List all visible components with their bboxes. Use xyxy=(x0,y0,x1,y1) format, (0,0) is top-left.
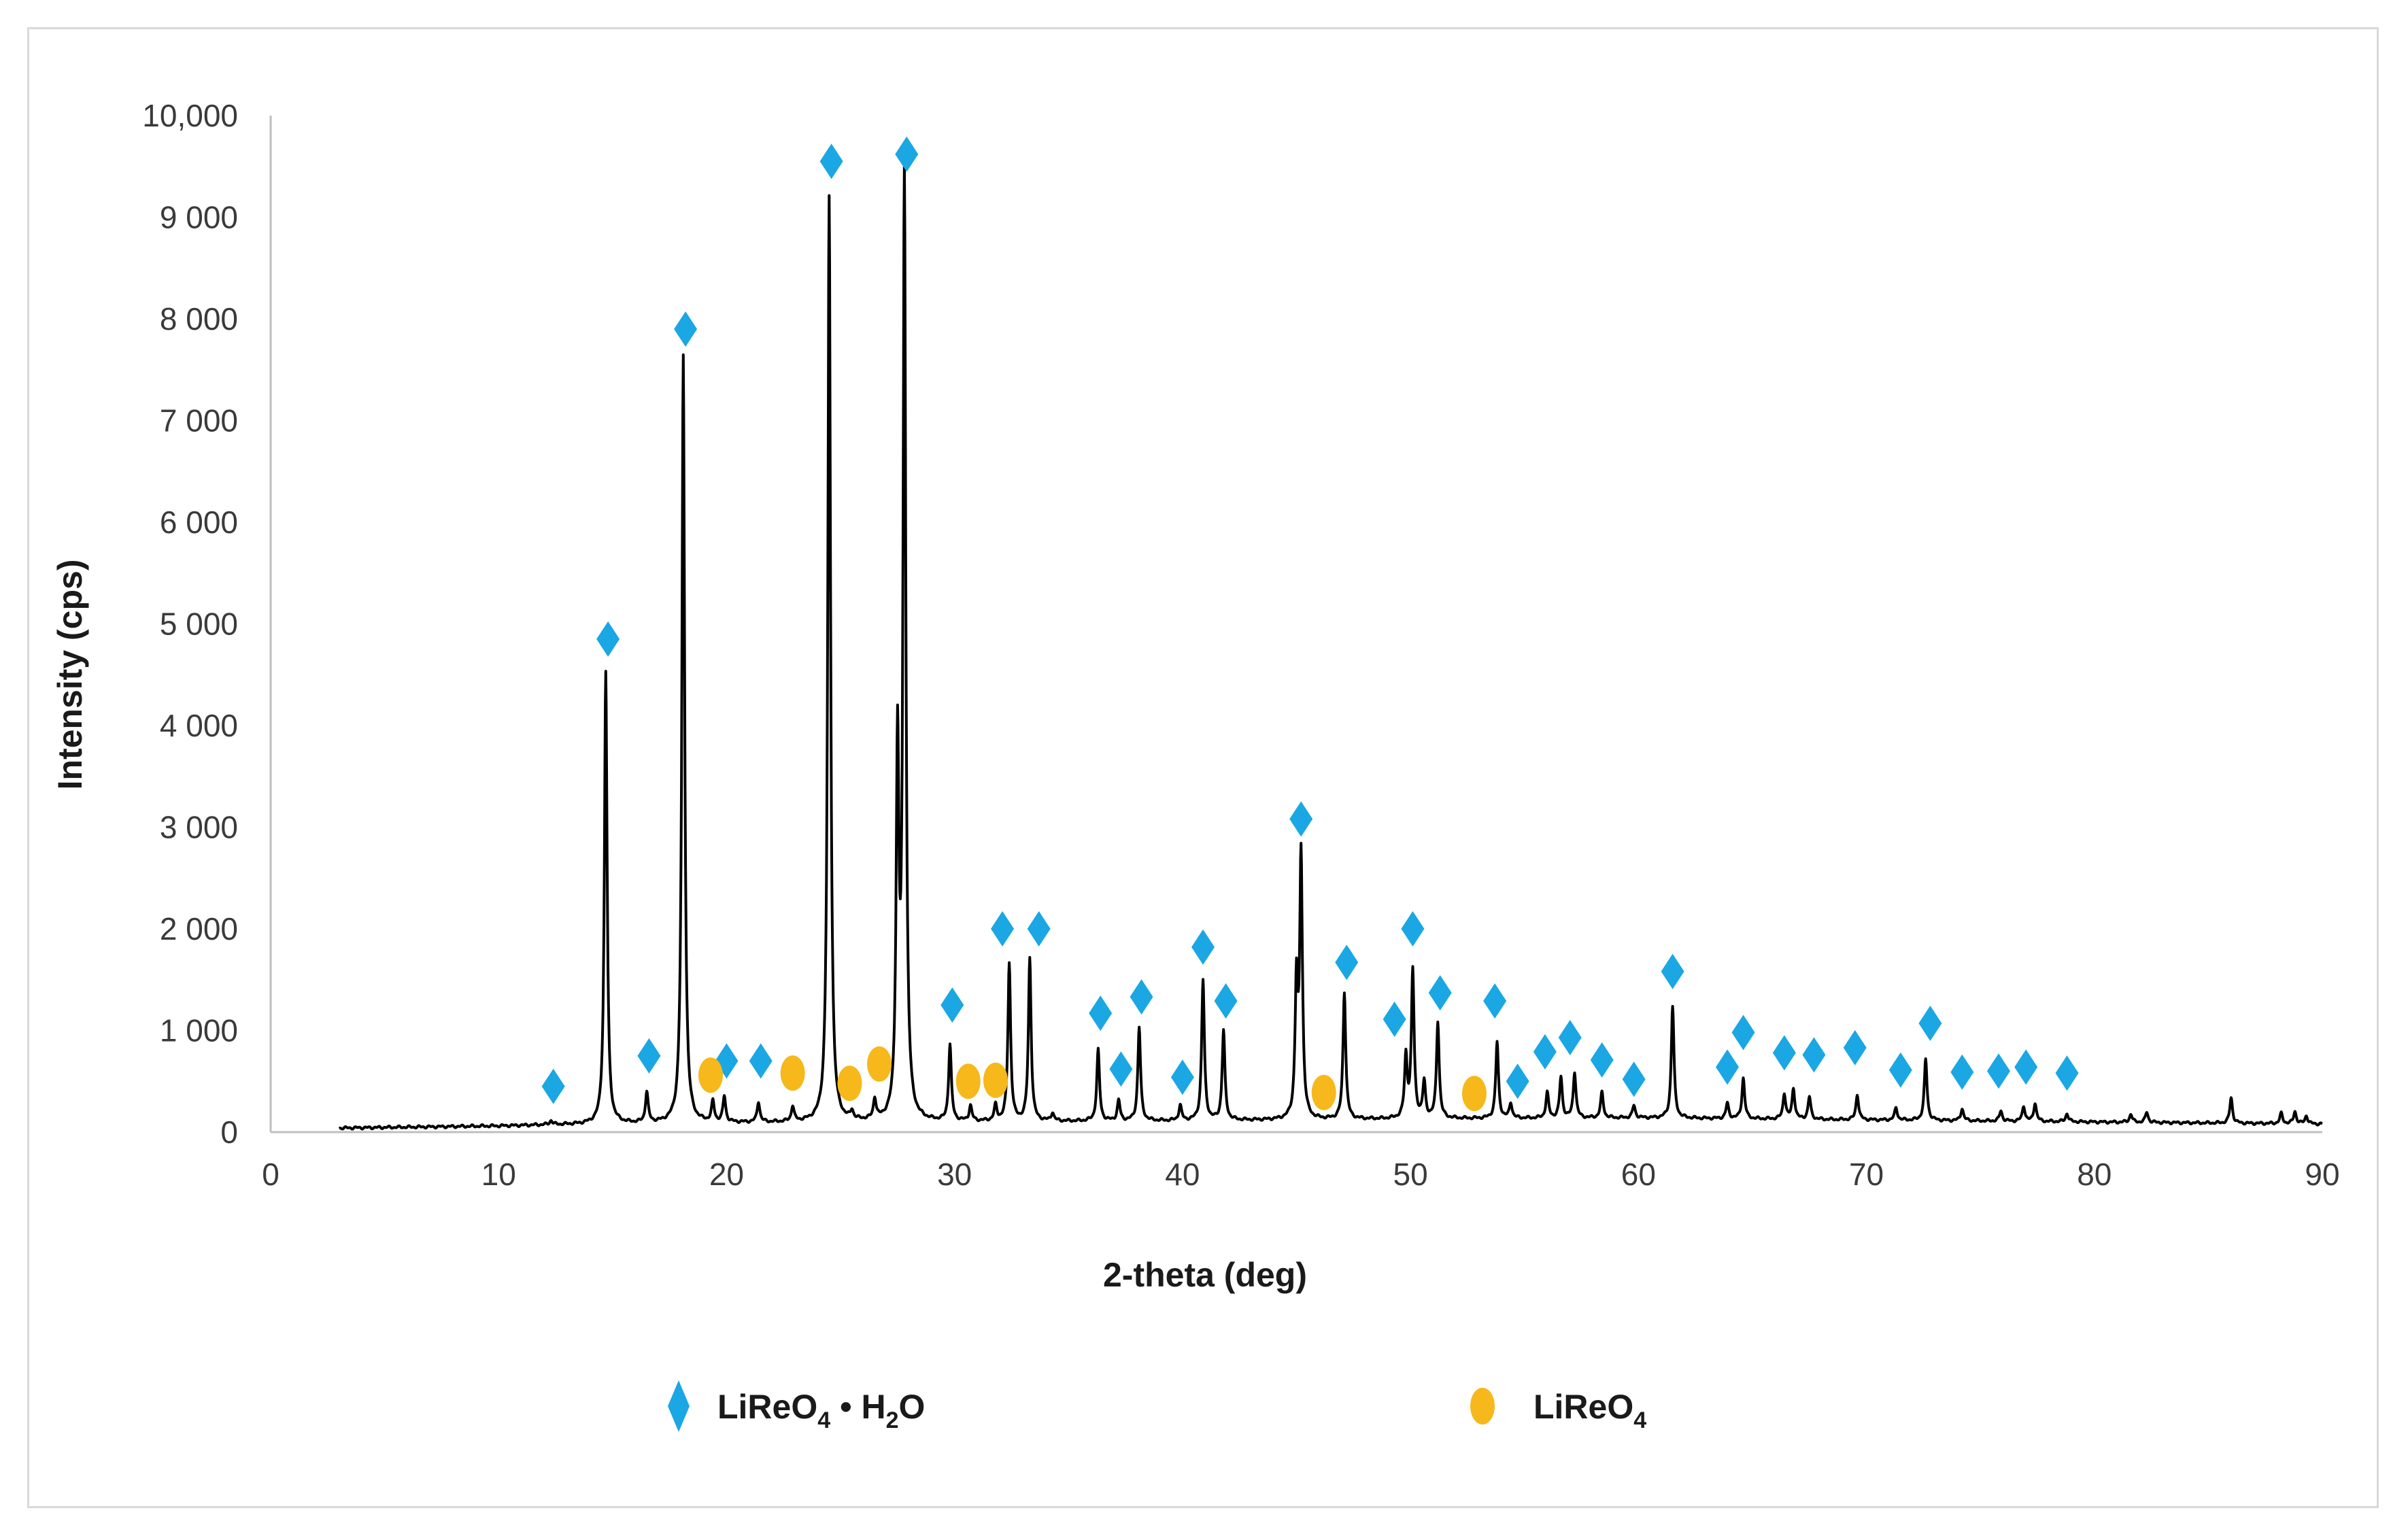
x-tick-label: 20 xyxy=(709,1157,744,1192)
x-tick-label: 80 xyxy=(2077,1157,2112,1192)
marker-lireo4 xyxy=(698,1057,723,1093)
legend-marker-lireo4 xyxy=(1470,1388,1495,1424)
marker-lireo4-h2o xyxy=(1533,1034,1557,1070)
marker-lireo4-h2o xyxy=(991,911,1015,946)
marker-lireo4-h2o xyxy=(637,1038,661,1074)
legend-label-lireo4-h2o: LiReO4 • H2O xyxy=(717,1388,925,1433)
y-axis-ticks: 0 1 000 2 000 3 000 4 000 5 000 6 000 7 000 8 00… xyxy=(142,98,238,1150)
marker-lireo4-h2o xyxy=(749,1043,773,1079)
marker-lireo4-h2o xyxy=(1506,1063,1529,1099)
marker-lireo4-h2o xyxy=(1986,1053,2010,1089)
x-tick-label: 60 xyxy=(1621,1157,1656,1192)
marker-lireo4-h2o xyxy=(1289,801,1313,837)
marker-lireo4-h2o xyxy=(2014,1049,2038,1085)
chart-frame xyxy=(27,27,2379,1508)
marker-lireo4-h2o xyxy=(1843,1029,1867,1065)
y-tick-label: 7 000 xyxy=(160,403,238,439)
marker-lireo4-h2o xyxy=(1772,1035,1796,1071)
marker-lireo4-h2o xyxy=(1170,1059,1194,1095)
marker-lireo4-h2o xyxy=(1428,975,1452,1011)
phase-markers xyxy=(541,136,2079,1112)
y-tick-label: 9 000 xyxy=(160,200,238,235)
marker-lireo4-h2o xyxy=(1590,1042,1614,1078)
y-tick-label: 1 000 xyxy=(160,1013,238,1048)
legend-marker-lireo4-h2o xyxy=(668,1380,690,1432)
series-line-xrd-pattern xyxy=(338,161,2324,1131)
marker-lireo4-h2o xyxy=(1918,1006,1942,1042)
marker-lireo4-h2o xyxy=(1731,1014,1755,1051)
marker-lireo4-h2o xyxy=(1027,911,1051,946)
y-tick-label: 3 000 xyxy=(160,810,238,845)
y-tick-label: 0 xyxy=(220,1114,238,1150)
marker-lireo4 xyxy=(955,1063,981,1099)
marker-lireo4-h2o xyxy=(940,987,964,1023)
marker-lireo4-h2o xyxy=(2055,1055,2079,1091)
x-tick-label: 50 xyxy=(1393,1157,1428,1192)
marker-lireo4-h2o xyxy=(1558,1019,1582,1055)
marker-lireo4-h2o xyxy=(1191,929,1215,965)
marker-lireo4-h2o xyxy=(1383,1002,1406,1038)
legend-label-lireo4: LiReO4 xyxy=(1533,1388,1646,1433)
marker-lireo4-h2o xyxy=(1401,911,1425,946)
x-tick-label: 90 xyxy=(2305,1157,2339,1192)
y-tick-label: 6 000 xyxy=(160,505,238,540)
marker-lireo4-h2o xyxy=(541,1068,565,1104)
x-axis-title: 2-theta (deg) xyxy=(1103,1256,1307,1294)
x-tick-label: 0 xyxy=(262,1157,279,1192)
legend: LiReO4 • H2O LiReO4 xyxy=(668,1380,1646,1433)
marker-lireo4-h2o xyxy=(1483,983,1507,1019)
marker-lireo4 xyxy=(780,1055,805,1091)
marker-lireo4-h2o xyxy=(1802,1037,1826,1073)
marker-lireo4-h2o xyxy=(895,136,919,172)
marker-lireo4 xyxy=(1461,1076,1487,1112)
marker-lireo4-h2o xyxy=(1089,995,1113,1031)
y-tick-label: 2 000 xyxy=(160,911,238,946)
marker-lireo4-h2o xyxy=(596,621,620,657)
x-tick-label: 70 xyxy=(1849,1157,1884,1192)
y-tick-label: 5 000 xyxy=(160,607,238,642)
marker-lireo4 xyxy=(1311,1074,1336,1110)
marker-lireo4-h2o xyxy=(1950,1054,1974,1090)
marker-lireo4-h2o xyxy=(819,143,843,180)
marker-lireo4-h2o xyxy=(1622,1061,1646,1097)
marker-lireo4 xyxy=(983,1062,1008,1098)
x-tick-label: 30 xyxy=(937,1157,972,1192)
marker-lireo4-h2o xyxy=(1888,1052,1912,1088)
x-tick-label: 40 xyxy=(1165,1157,1200,1192)
x-axis-ticks: 0 10 20 30 40 50 60 70 80 90 xyxy=(262,1157,2339,1192)
x-tick-label: 10 xyxy=(481,1157,516,1192)
y-tick-label: 4 000 xyxy=(160,708,238,743)
y-tick-label: 8 000 xyxy=(160,301,238,337)
marker-lireo4-h2o xyxy=(1335,944,1359,980)
marker-lireo4-h2o xyxy=(1214,983,1238,1019)
marker-lireo4-h2o xyxy=(1109,1051,1133,1087)
y-tick-label: 10,000 xyxy=(142,98,238,133)
marker-lireo4-h2o xyxy=(1130,979,1153,1015)
marker-lireo4 xyxy=(837,1065,862,1102)
marker-lireo4-h2o xyxy=(674,311,698,347)
marker-lireo4 xyxy=(867,1046,892,1082)
y-axis-title: Intensity (cps) xyxy=(51,560,89,790)
marker-lireo4-h2o xyxy=(1716,1049,1740,1085)
marker-lireo4-h2o xyxy=(1661,953,1684,989)
